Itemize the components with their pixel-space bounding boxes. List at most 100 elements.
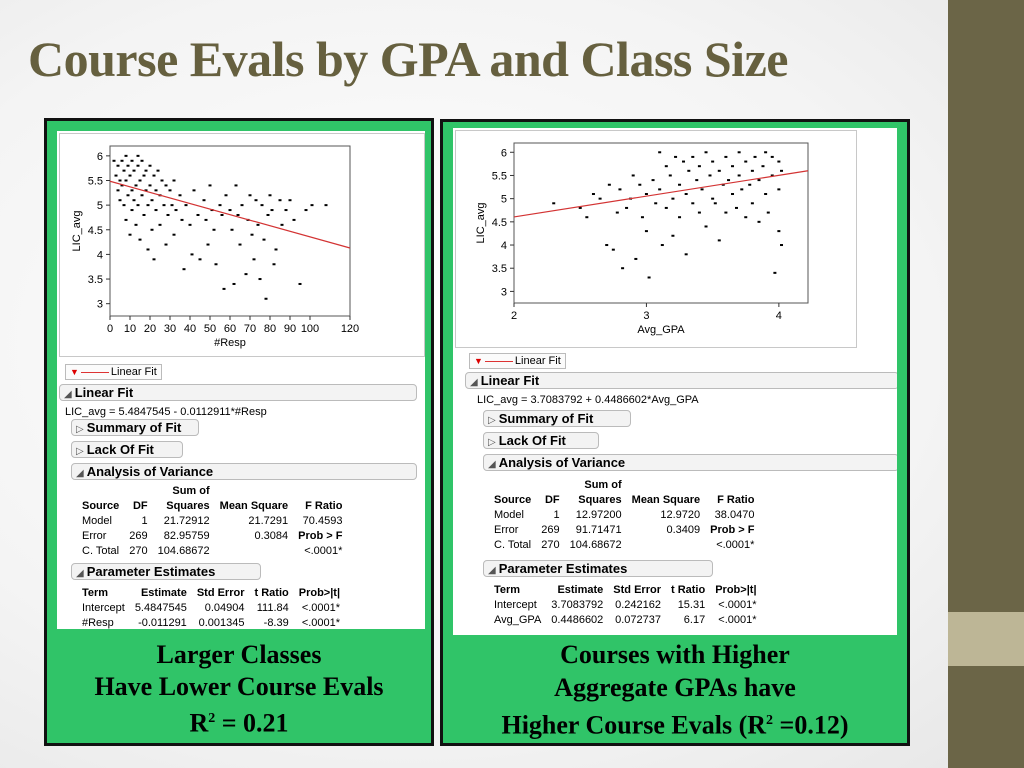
data-point (136, 204, 140, 207)
data-point (158, 223, 162, 226)
table-row: #Resp -0.011291 0.001345 -8.39 <.0001* (82, 617, 341, 629)
legend-right[interactable]: ▼ Linear Fit (469, 353, 566, 369)
data-point (160, 179, 164, 182)
data-point (272, 263, 276, 266)
x-tick-label: 70 (244, 323, 256, 335)
anova-header[interactable]: ◢ Analysis of Variance (71, 463, 417, 480)
data-point (671, 197, 675, 200)
data-point (310, 204, 314, 207)
data-point (647, 276, 651, 279)
linear-fit-header[interactable]: ◢ Linear Fit (465, 372, 897, 389)
collapse-triangle-icon[interactable]: ◢ (76, 568, 84, 579)
y-tick-label: 4.5 (492, 217, 507, 229)
collapse-triangle-icon[interactable]: ◢ (64, 389, 72, 400)
collapse-triangle-icon[interactable]: ◢ (76, 468, 84, 479)
data-point (148, 164, 152, 167)
data-point (128, 174, 132, 177)
data-point (196, 213, 200, 216)
x-tick-label: 50 (204, 323, 216, 335)
data-point (162, 204, 166, 207)
y-tick-label: 3 (501, 286, 507, 298)
summary-of-fit-header[interactable]: ▷ Summary of Fit (483, 410, 631, 427)
x-tick-label: 20 (144, 323, 156, 335)
data-point (697, 165, 701, 168)
lack-of-fit-header[interactable]: ▷ Lack Of Fit (71, 441, 183, 458)
data-point (124, 179, 128, 182)
data-point (206, 243, 210, 246)
data-point (304, 209, 308, 212)
table-row: C. Total 270 104.68672 <.0001* (494, 539, 755, 551)
data-point (150, 228, 154, 231)
data-point (122, 204, 126, 207)
right-accent-block (948, 612, 1024, 666)
data-point (140, 159, 144, 162)
legend-left[interactable]: ▼ Linear Fit (65, 364, 162, 380)
collapse-triangle-icon[interactable]: ◢ (488, 565, 496, 576)
collapse-triangle-icon[interactable]: ◢ (488, 459, 496, 470)
parameter-estimates-header[interactable]: ◢ Parameter Estimates (483, 560, 713, 577)
plot-area (109, 145, 351, 317)
data-point (228, 209, 232, 212)
table-row: Model 1 21.72912 21.7291 70.4593 (82, 515, 343, 527)
collapse-triangle-icon[interactable]: ◢ (470, 377, 478, 388)
data-point (748, 183, 752, 186)
parameter-table: Term Estimate Std Error t Ratio Prob>|t| Int… (77, 586, 345, 629)
disclosure-red-icon[interactable]: ▼ (474, 356, 483, 366)
expand-triangle-icon[interactable]: ▷ (488, 415, 496, 426)
x-tick-label: 90 (284, 323, 296, 335)
data-point (116, 164, 120, 167)
parameter-estimates-header[interactable]: ◢ Parameter Estimates (71, 563, 261, 580)
data-point (130, 209, 134, 212)
y-tick-label: 4 (501, 240, 507, 252)
data-point (717, 239, 721, 242)
slide-title: Course Evals by GPA and Class Size (28, 31, 788, 87)
linear-fit-header[interactable]: ◢ Linear Fit (59, 384, 417, 401)
data-point (156, 169, 160, 172)
data-point (202, 199, 206, 202)
data-point (777, 188, 781, 191)
parameter-table: Term Estimate Std Error t Ratio Prob>|t| Int… (489, 583, 762, 628)
expand-triangle-icon[interactable]: ▷ (488, 437, 496, 448)
data-point (138, 179, 142, 182)
anova-header[interactable]: ◢ Analysis of Variance (483, 454, 897, 471)
lack-of-fit-header[interactable]: ▷ Lack Of Fit (483, 432, 599, 449)
data-point (664, 165, 668, 168)
expand-triangle-icon[interactable]: ▷ (76, 424, 84, 435)
data-point (704, 225, 708, 228)
y-tick-label: 4.5 (88, 225, 103, 237)
data-point (644, 230, 648, 233)
data-point (640, 216, 644, 219)
x-tick-label: 80 (264, 323, 276, 335)
data-point (140, 194, 144, 197)
data-point (262, 238, 266, 241)
data-point (222, 287, 226, 290)
data-point (268, 194, 272, 197)
data-point (152, 174, 156, 177)
data-point (777, 160, 781, 163)
data-point (208, 184, 212, 187)
data-point (724, 155, 728, 158)
left-panel: 3 3.5 4 4.5 5 5.5 6 0 10 20 30 40 50 60 70 80 90 100 120 #R… (44, 118, 434, 746)
table-row: Intercept 3.7083792 0.242162 15.31 <.0001* (494, 599, 757, 611)
data-point (174, 209, 178, 212)
data-point (717, 169, 721, 172)
data-point (578, 206, 582, 209)
data-point (240, 204, 244, 207)
data-point (744, 160, 748, 163)
summary-of-fit-header[interactable]: ▷ Summary of Fit (71, 419, 199, 436)
y-tick-label: 5.5 (492, 170, 507, 182)
expand-triangle-icon[interactable]: ▷ (76, 446, 84, 457)
data-point (118, 199, 122, 202)
disclosure-red-icon[interactable]: ▼ (70, 367, 79, 377)
scatter-chart-left[interactable]: 33.544.555.560 10 20 30 40 50 60 70 80 90 100 120#R… (60, 134, 424, 356)
data-point (731, 193, 735, 196)
data-point (734, 206, 738, 209)
data-point (120, 159, 124, 162)
x-tick-label: 3 (643, 310, 649, 322)
data-point (713, 202, 717, 205)
data-point (757, 179, 761, 182)
data-point (152, 258, 156, 261)
data-point (252, 258, 256, 261)
data-point (250, 233, 254, 236)
